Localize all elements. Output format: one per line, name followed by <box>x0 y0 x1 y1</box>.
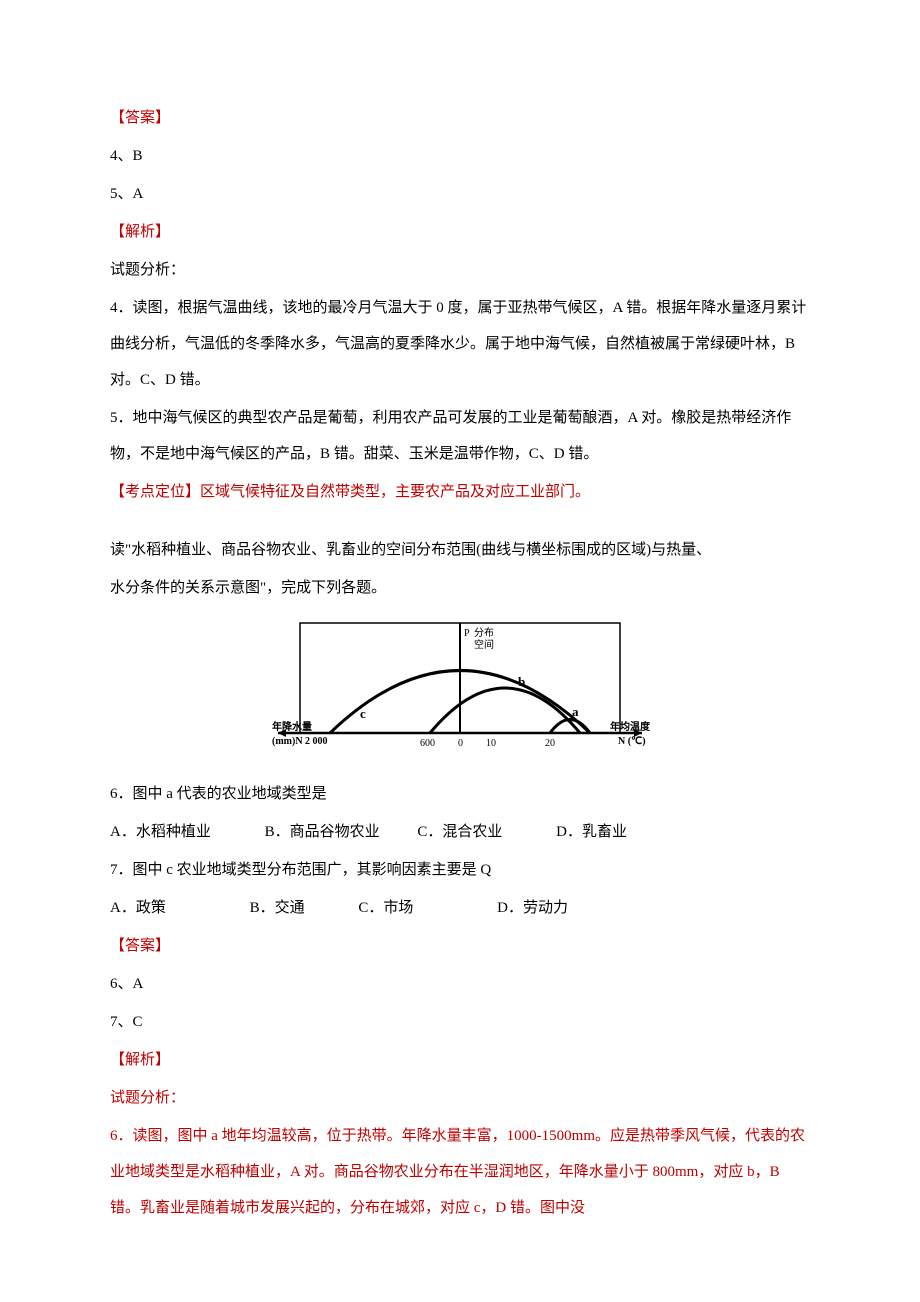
kaodian-1: 【考点定位】区域气候特征及自然带类型，主要农产品及对应工业部门。 <box>110 474 810 510</box>
diagram-container: P 分布 空间 c b a 600 0 10 20 年降水量 (mm)N 2 0… <box>110 618 810 758</box>
q7-options: A．政策 B．交通 C．市场 D．劳动力 <box>110 890 810 926</box>
svg-text:c: c <box>360 706 366 721</box>
q7-opt-d: D．劳动力 <box>497 890 568 926</box>
q7-opt-b: B．交通 <box>250 890 305 926</box>
svg-text:0: 0 <box>458 738 463 749</box>
svg-text:600: 600 <box>420 738 435 749</box>
q6-opt-d: D．乳畜业 <box>556 814 627 850</box>
q6-opt-b: B．商品谷物农业 <box>265 814 380 850</box>
explain-header-1: 【解析】 <box>110 214 810 250</box>
q6-options: A．水稻种植业 B．商品谷物农业 C．混合农业 D．乳畜业 <box>110 814 810 850</box>
answer-line-4: 4、B <box>110 138 810 174</box>
answer-header-2: 【答案】 <box>110 928 810 964</box>
svg-text:N (℃): N (℃) <box>618 736 646 747</box>
q7-opt-a: A．政策 <box>110 890 166 926</box>
answer-line-6: 6、A <box>110 966 810 1002</box>
q6-explanation: 6．读图，图中 a 地年均温较高，位于热带。年降水量丰富，1000-1500mm… <box>110 1118 810 1226</box>
analysis-label-1: 试题分析： <box>110 252 810 288</box>
explain-header-2: 【解析】 <box>110 1042 810 1078</box>
agriculture-diagram: P 分布 空间 c b a 600 0 10 20 年降水量 (mm)N 2 0… <box>270 618 650 758</box>
svg-text:20: 20 <box>545 738 555 749</box>
q5-explanation: 5．地中海气候区的典型农产品是葡萄，利用农产品可发展的工业是葡萄酿酒，A 对。橡… <box>110 400 810 472</box>
analysis-label-2: 试题分析： <box>110 1080 810 1116</box>
svg-text:(mm)N 2 000: (mm)N 2 000 <box>272 736 328 747</box>
svg-text:P: P <box>464 628 470 639</box>
svg-text:b: b <box>518 674 525 689</box>
svg-text:空间: 空间 <box>474 638 494 651</box>
answer-header-1: 【答案】 <box>110 100 810 136</box>
svg-text:10: 10 <box>486 738 496 749</box>
svg-text:年均温度: 年均温度 <box>610 720 650 733</box>
svg-text:a: a <box>572 704 579 719</box>
q7-stem: 7．图中 c 农业地域类型分布范围广，其影响因素主要是 Q <box>110 852 810 888</box>
q7-opt-c: C．市场 <box>358 890 413 926</box>
intro-line-1: 读"水稻种植业、商品谷物农业、乳畜业的空间分布范围(曲线与横坐标围成的区域)与热… <box>110 532 810 568</box>
q6-opt-a: A．水稻种植业 <box>110 814 211 850</box>
answer-line-7: 7、C <box>110 1004 810 1040</box>
q6-opt-c: C．混合农业 <box>417 814 502 850</box>
intro-line-2: 水分条件的关系示意图"，完成下列各题。 <box>110 570 810 606</box>
q6-stem: 6．图中 a 代表的农业地域类型是 <box>110 776 810 812</box>
svg-text:分布: 分布 <box>474 627 494 639</box>
svg-text:年降水量: 年降水量 <box>272 720 312 733</box>
answer-line-5: 5、A <box>110 176 810 212</box>
q4-explanation: 4．读图，根据气温曲线，该地的最冷月气温大于 0 度，属于亚热带气候区，A 错。… <box>110 290 810 398</box>
